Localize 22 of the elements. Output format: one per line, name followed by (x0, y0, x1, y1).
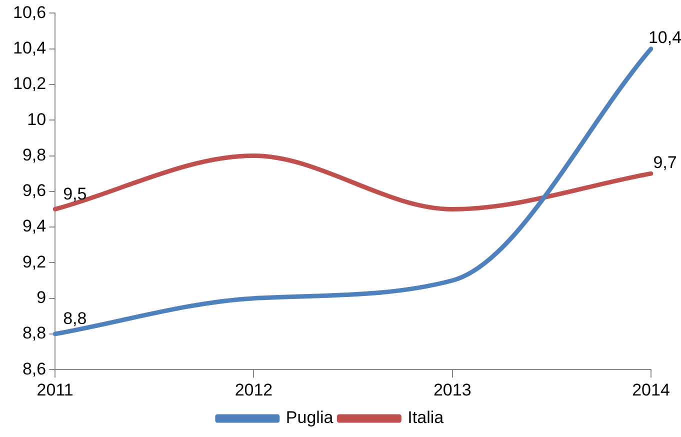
y-tick-label: 8,6 (22, 359, 46, 378)
data-label: 9,5 (63, 184, 87, 204)
y-tick-label: 10,6 (12, 2, 46, 22)
y-tick-label: 10,2 (12, 74, 46, 94)
data-label: 10,4 (648, 28, 681, 48)
y-tick-label: 8,8 (22, 324, 46, 343)
x-tick-label: 2012 (234, 380, 273, 400)
data-label: 8,8 (63, 309, 87, 328)
x-tick-label: 2011 (36, 380, 74, 400)
y-tick-label: 9 (36, 288, 46, 308)
legend-label: Italia (408, 408, 444, 428)
x-tick-label: 2013 (433, 380, 472, 400)
y-tick-label: 10 (27, 110, 46, 129)
data-label: 9,7 (653, 152, 677, 172)
y-tick-label: 9,8 (22, 145, 46, 164)
y-tick-label: 9,6 (22, 181, 46, 200)
line-series (52, 46, 654, 336)
y-tick-label: 9,2 (22, 252, 46, 272)
legend-label: Puglia (286, 408, 334, 428)
y-tick-label: 10,4 (12, 38, 46, 58)
x-tick-label: 2014 (632, 380, 670, 400)
y-tick-label: 9,4 (22, 216, 46, 236)
